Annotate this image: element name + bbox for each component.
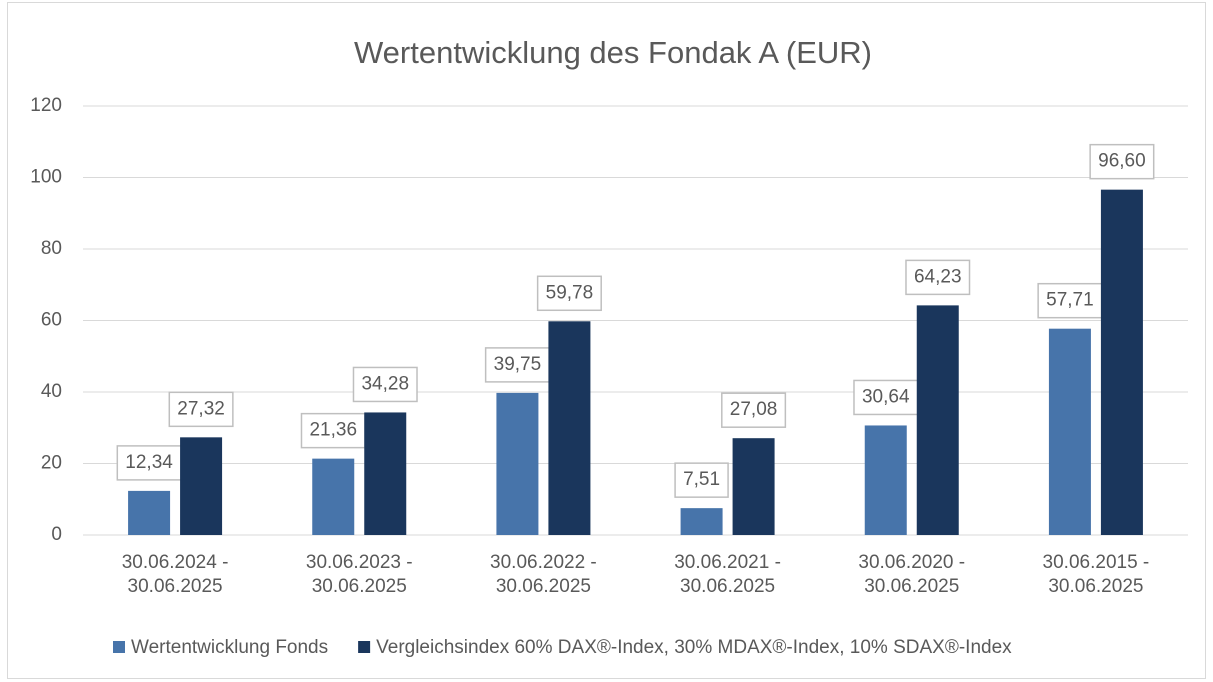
value-label: 64,23 — [914, 266, 962, 287]
chart-border — [7, 2, 1206, 679]
value-label: 57,71 — [1046, 290, 1094, 311]
y-tick-label: 100 — [30, 167, 62, 188]
value-label: 34,28 — [361, 373, 409, 394]
value-label: 27,32 — [177, 398, 225, 419]
value-label-box — [116, 445, 183, 481]
value-label-box — [536, 275, 602, 312]
legend-label: Vergleichsindex 60% DAX®-Index, 30% MDAX… — [376, 637, 1012, 658]
x-tick-label: 30.06.2015 - 30.06.2025 — [1042, 552, 1150, 597]
value-label: 27,08 — [730, 399, 778, 420]
bar — [1048, 328, 1091, 535]
y-tick-label: 80 — [41, 238, 62, 259]
bar — [732, 438, 775, 535]
y-tick-label: 120 — [30, 95, 62, 116]
bar — [128, 490, 171, 535]
value-label-box — [300, 412, 366, 449]
x-tick-label: 30.06.2022 - 30.06.2025 — [490, 552, 597, 597]
legend-label: Wertentwicklung Fonds — [131, 637, 328, 658]
value-label-box — [352, 366, 418, 403]
bar — [180, 437, 223, 535]
value-label-box — [168, 391, 234, 428]
value-label-box — [484, 347, 550, 383]
x-tick-label: 30.06.2021 - 30.06.2025 — [674, 552, 781, 597]
bar — [864, 425, 907, 535]
bar — [364, 412, 407, 535]
value-label: 21,36 — [309, 420, 357, 441]
x-tick-label: 30.06.2023 - 30.06.2025 — [305, 552, 413, 597]
bar — [312, 458, 355, 535]
bar — [1100, 189, 1143, 535]
value-label: 7,51 — [683, 469, 720, 490]
chart-title: Wertentwicklung des Fondak A (EUR) — [354, 35, 872, 70]
y-tick-label: 20 — [41, 453, 62, 474]
x-tick-label: 30.06.2020 - 30.06.2025 — [858, 552, 966, 597]
value-label: 96,60 — [1098, 151, 1146, 172]
bar — [548, 321, 591, 535]
y-tick-label: 60 — [41, 310, 62, 331]
value-label: 30,64 — [862, 386, 910, 407]
legend-swatch — [358, 641, 371, 653]
bar — [496, 392, 539, 535]
legend-swatch — [113, 641, 125, 653]
bar — [916, 305, 959, 535]
value-label: 12,34 — [125, 452, 173, 473]
y-tick-label: 40 — [41, 381, 62, 402]
bar — [680, 508, 723, 535]
value-label-box — [674, 462, 729, 498]
x-tick-label: 30.06.2024 - 30.06.2025 — [121, 552, 229, 597]
value-label-box — [721, 392, 787, 428]
value-label: 39,75 — [494, 354, 542, 375]
value-label: 59,78 — [546, 282, 594, 303]
value-label-box — [1089, 143, 1155, 180]
value-label-box — [905, 259, 971, 296]
y-tick-label: 0 — [51, 524, 62, 545]
